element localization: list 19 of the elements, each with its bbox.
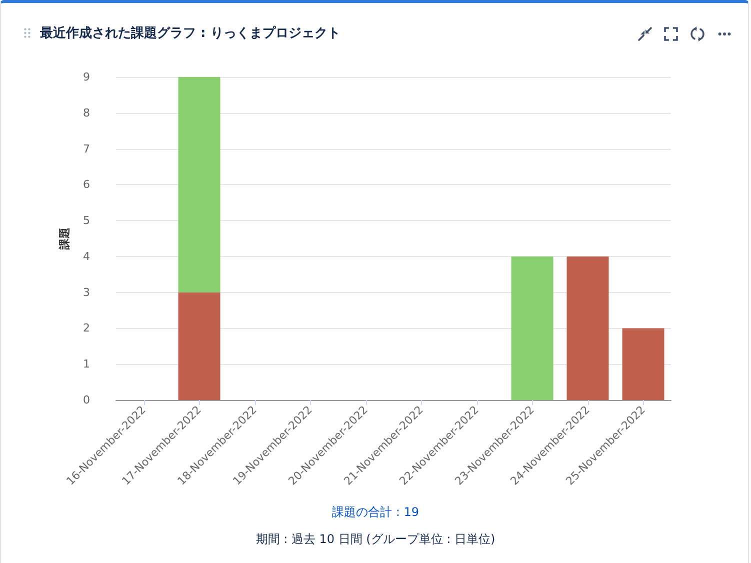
chart-title: 最近作成された課題グラフ : りっくまプロジェクト (40, 24, 340, 42)
text: 期間 : 過去 10 日間 (グループ単位 : 日単位) (254, 531, 496, 548)
y-tick-label: 8 (83, 106, 90, 120)
bar (566, 256, 609, 400)
bar (178, 292, 220, 400)
y-tick-label: 3 (83, 286, 90, 299)
y-tick-label: 5 (83, 214, 90, 228)
bar (622, 328, 664, 400)
y-tick-label: 7 (83, 142, 90, 156)
y-tick-label: 1 (83, 358, 90, 371)
bar (178, 77, 220, 292)
y-tick-label: 4 (83, 250, 90, 263)
y-tick-label: 6 (83, 178, 90, 192)
y-tick-label: 9 (83, 70, 90, 84)
text: 課題の合計 : 19 (331, 504, 420, 521)
bar (511, 256, 554, 400)
y-tick-label: 0 (83, 394, 90, 406)
y-axis-title: 課題 (58, 228, 71, 250)
y-tick-label: 2 (83, 322, 90, 335)
